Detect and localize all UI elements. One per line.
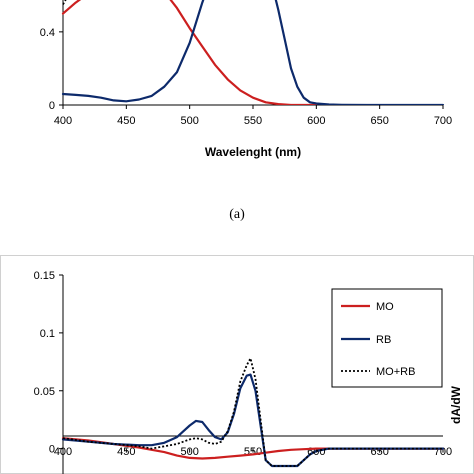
legend-label-rb: RB [376, 334, 391, 346]
x-tick-label: 650 [370, 115, 388, 127]
legend: MO RB MO+RB [331, 288, 443, 388]
y-tick-label: 0 [49, 444, 55, 456]
x-tick-label: 400 [54, 446, 72, 458]
series-line-mo [61, 0, 318, 105]
y-tick-label: 0.05 [34, 386, 55, 398]
y-tick-label: 0.1 [40, 328, 55, 340]
y-tick-label: 0.15 [34, 270, 55, 282]
x-tick-label: 500 [180, 446, 198, 458]
ticks-a: 400 450 500 550 600 650 700 0 0.4 [40, 27, 452, 127]
legend-label-mo: MO [376, 301, 394, 313]
chart-a: 400 450 500 550 600 650 700 0 0.4 Wavelenght (nm… [40, 0, 452, 159]
series-line-mix [62, 357, 443, 467]
legend-label-mix: MO+RB [376, 366, 415, 378]
x-tick-label: 500 [180, 115, 198, 127]
series-line-mo [61, 437, 445, 460]
x-tick-label: 700 [434, 115, 452, 127]
x-tick-label: 400 [54, 115, 72, 127]
x-tick-label: 600 [307, 115, 325, 127]
series-a [61, 0, 445, 105]
x-tick-label: 550 [244, 446, 262, 458]
x-tick-label: 450 [117, 115, 135, 127]
y-tick-label: 0 [49, 100, 55, 112]
series-b [61, 357, 445, 468]
series-line-rb [61, 0, 445, 105]
y-axis-title-b: dA/dW [449, 385, 463, 424]
caption-a: (a) [229, 207, 245, 222]
x-axis-title-a: Wavelenght (nm) [205, 145, 301, 159]
x-tick-label: 550 [244, 115, 262, 127]
x-tick-label: 450 [117, 446, 135, 458]
y-tick-label: 0.4 [40, 27, 55, 39]
